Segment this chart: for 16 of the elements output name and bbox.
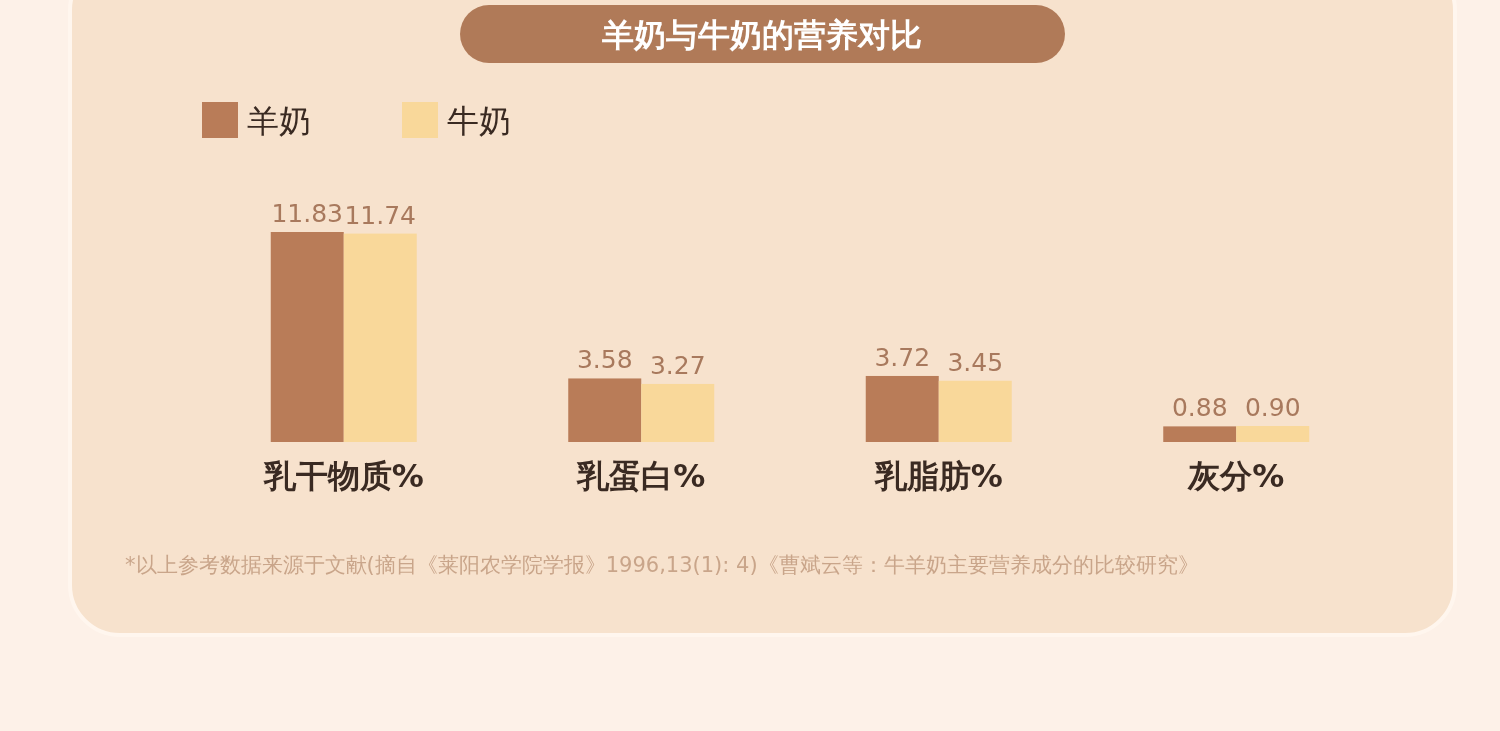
- legend-label: 牛奶: [447, 102, 511, 140]
- x-tick-label: 乳蛋白%: [577, 457, 706, 495]
- data-label: 3.72: [874, 342, 931, 372]
- data-label: 3.45: [947, 347, 1004, 377]
- annotation: *以上参考数据来源于文献(摘自《莱阳农学院学报》1996,13(1): 4)《曹斌云等：牛羊奶主要营养成分的比较研究》: [125, 553, 1199, 577]
- legend-label: 羊奶: [247, 102, 311, 140]
- data-label: 11.83: [271, 199, 344, 228]
- x-tick-label: 灰分%: [1188, 457, 1285, 495]
- data-label: 3.58: [576, 345, 633, 375]
- x-tick-label: 乳脂肪%: [874, 457, 1003, 495]
- data-label: 3.27: [649, 350, 706, 380]
- data-label: 11.74: [344, 200, 417, 230]
- x-tick-label: 乳干物质%: [263, 457, 424, 495]
- data-label: 0.88: [1171, 393, 1228, 423]
- data-label: 0.90: [1244, 393, 1301, 422]
- title: 羊奶与牛奶的营养对比: [602, 16, 922, 54]
